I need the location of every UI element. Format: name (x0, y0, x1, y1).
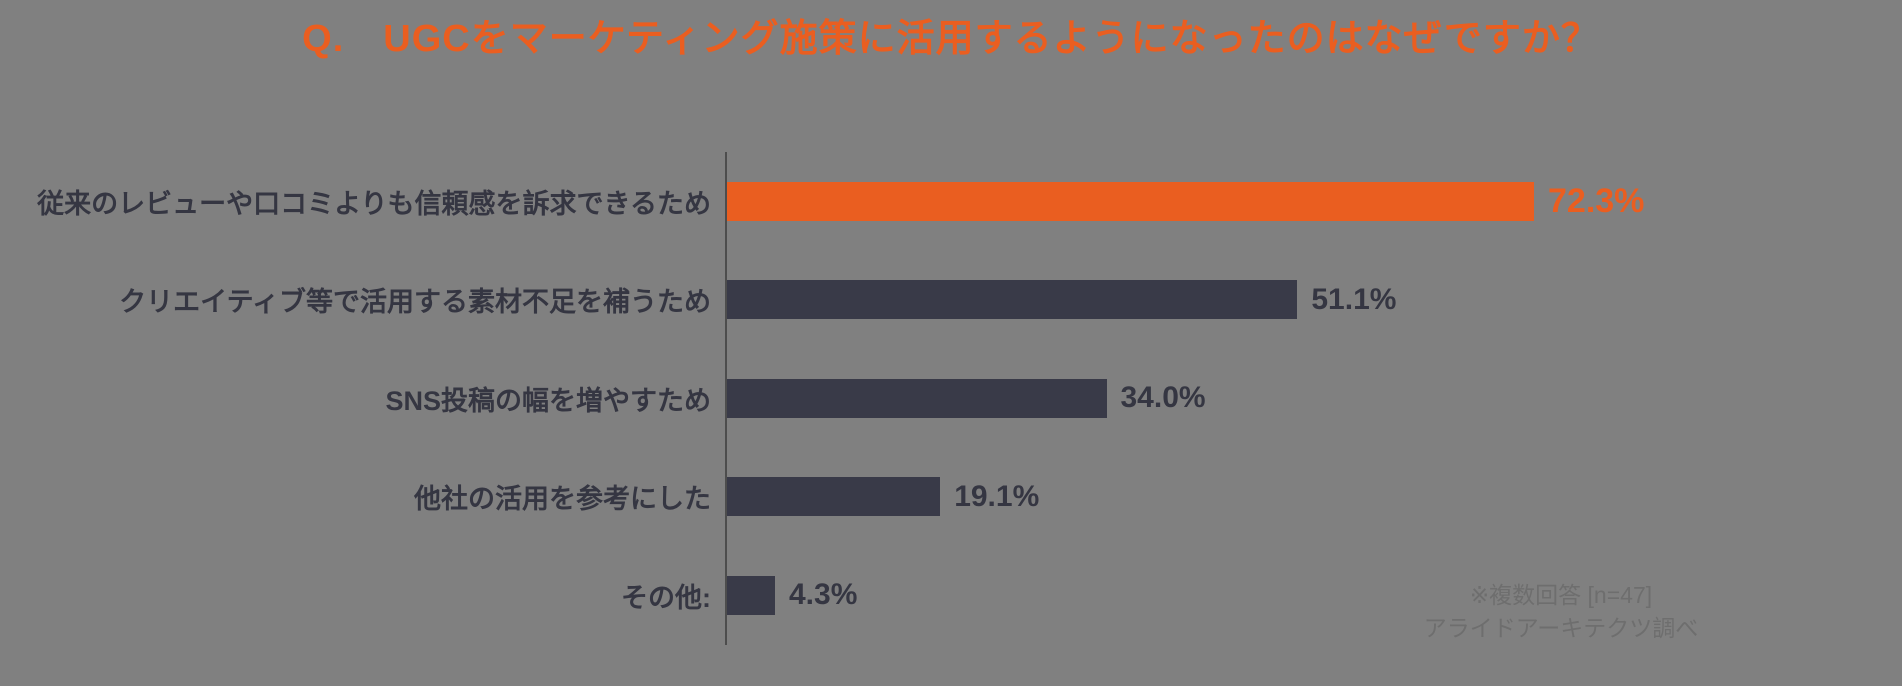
footnote-source: アライドアーキテクツ調べ (1423, 615, 1699, 641)
bar-rows: 従来のレビューや口コミよりも信頼感を訴求できるため 72.3% クリエイティブ等で活… (37, 152, 1645, 645)
bar-row: SNS投稿の幅を増やすため 34.0% (385, 349, 1644, 448)
category-label: 従来のレビューや口コミよりも信頼感を訴求できるため (37, 188, 711, 219)
value-label: 72.3% (1548, 181, 1645, 220)
footnote: ※複数回答 [n=47] アライドアーキテクツ調べ (1385, 579, 1737, 645)
bar (727, 378, 1107, 418)
value-label: 51.1% (1311, 282, 1397, 316)
bar (727, 477, 941, 517)
bar-highlighted (727, 181, 1534, 221)
value-label: 34.0% (1120, 381, 1206, 415)
value-label: 19.1% (954, 479, 1040, 513)
bar (727, 280, 1298, 320)
bar (727, 575, 775, 615)
category-label: SNS投稿の幅を増やすため (385, 385, 711, 416)
category-label: 他社の活用を参考にした (414, 484, 711, 515)
category-label: クリエイティブ等で活用する素材不足を補うため (119, 287, 711, 318)
bar-chart: 従来のレビューや口コミよりも信頼感を訴求できるため 72.3% クリエイティブ等で活… (0, 152, 1644, 645)
category-label: その他: (621, 582, 711, 613)
bar-row: 他社の活用を参考にした 19.1% (414, 448, 1644, 547)
bar-row: クリエイティブ等で活用する素材不足を補うため 51.1% (119, 251, 1644, 350)
bar-row: その他: 4.3% (621, 546, 1644, 645)
chart-title: Q. UGCをマーケティング施策に活用するようになったのはなぜですか？ (302, 18, 1600, 60)
footnote-sample-size: ※複数回答 [n=47] (1469, 582, 1653, 608)
bar-row: 従来のレビューや口コミよりも信頼感を訴求できるため 72.3% (37, 152, 1645, 251)
value-label: 4.3% (788, 578, 858, 612)
